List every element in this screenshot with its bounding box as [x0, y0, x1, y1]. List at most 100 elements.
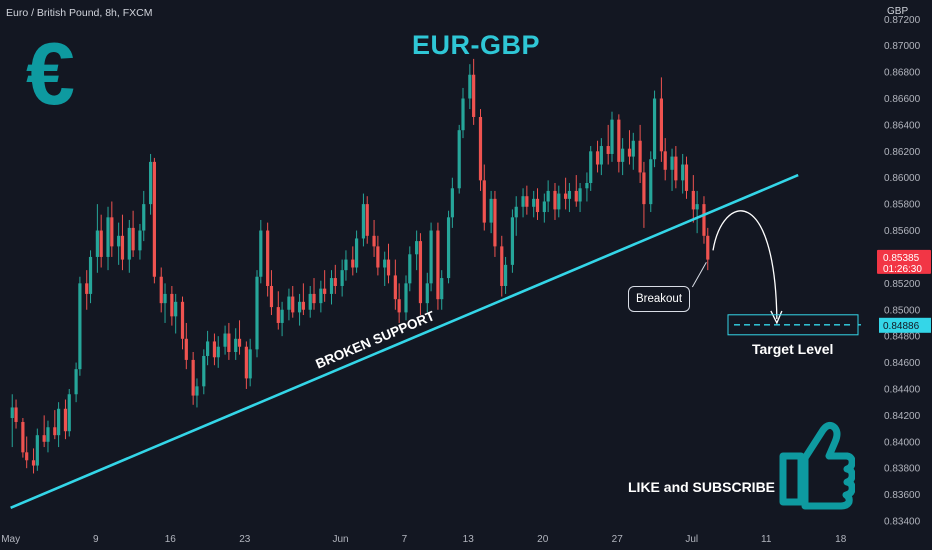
y-tick-label: 0.86600 — [884, 94, 921, 105]
candle-body — [436, 230, 440, 300]
candle-body — [429, 230, 433, 284]
candle-body — [138, 230, 142, 251]
candle — [127, 219, 131, 273]
candle-body — [127, 227, 131, 260]
candle-body — [631, 140, 635, 157]
candle — [510, 209, 515, 273]
candle — [152, 157, 156, 284]
candle-body — [365, 204, 369, 236]
candle — [323, 270, 327, 302]
candle — [440, 270, 444, 310]
candle-body — [482, 180, 486, 223]
candle-body — [468, 74, 472, 99]
candle — [223, 325, 227, 355]
candle-body — [404, 283, 408, 313]
candle-body — [53, 427, 57, 436]
candle — [702, 196, 706, 244]
candle — [287, 288, 291, 321]
y-tick-label: 0.83600 — [884, 490, 921, 501]
candle-body — [152, 161, 156, 277]
candle — [148, 153, 153, 215]
candle-body — [184, 338, 188, 360]
candle — [117, 222, 121, 265]
candle-body — [638, 140, 642, 173]
y-tick-label: 0.85000 — [884, 305, 921, 316]
x-tick-label: 20 — [537, 534, 549, 545]
candle — [202, 349, 206, 395]
candle — [131, 210, 135, 257]
candle-body — [159, 276, 163, 304]
candle — [553, 183, 557, 220]
x-tick-label: 7 — [402, 534, 408, 545]
candle-body — [259, 230, 263, 277]
candle — [142, 190, 146, 242]
candle-body — [351, 259, 355, 268]
candle — [10, 394, 14, 448]
candle — [408, 246, 412, 292]
candle — [684, 156, 689, 199]
candle — [478, 109, 483, 191]
candle — [500, 235, 504, 297]
candle-body — [319, 288, 323, 304]
candle — [163, 283, 167, 323]
candle-body — [589, 151, 593, 183]
thumbs-up-icon[interactable] — [775, 420, 855, 510]
candle-body — [461, 98, 465, 131]
candle — [106, 206, 110, 271]
candle-body — [110, 217, 114, 247]
candle-body — [63, 408, 68, 432]
candle — [78, 276, 82, 376]
candle-body — [227, 333, 231, 352]
last-price-value: 0.85385 — [883, 253, 920, 264]
candle — [95, 204, 99, 273]
candle-body — [244, 346, 248, 379]
candle — [642, 161, 646, 228]
candle-body — [489, 198, 493, 223]
candle-body — [148, 161, 153, 205]
candle-body — [361, 204, 366, 239]
candle-body — [564, 193, 568, 199]
candle-body — [212, 341, 217, 358]
candle-body — [610, 119, 614, 154]
candle — [638, 124, 642, 183]
candle — [393, 259, 397, 310]
candle-body — [95, 230, 99, 257]
candle-body — [557, 193, 561, 210]
candle — [42, 415, 46, 448]
x-tick-label: 16 — [165, 534, 177, 545]
candle — [595, 140, 600, 173]
cta-text: LIKE and SUBSCRIBE — [628, 479, 776, 495]
candle-body — [106, 217, 110, 257]
candle-body — [553, 190, 557, 210]
y-tick-label: 0.83400 — [884, 517, 921, 528]
y-tick-label: 0.85600 — [884, 226, 921, 237]
candles-layer — [10, 58, 710, 474]
candle — [663, 138, 667, 181]
candle — [383, 251, 387, 286]
candle-body — [205, 341, 210, 356]
candle-body — [234, 338, 238, 352]
price-axis-bg — [864, 0, 932, 550]
candle — [138, 223, 142, 260]
candle-body — [174, 301, 178, 317]
candle — [244, 341, 248, 389]
y-tick-label: 0.84600 — [884, 358, 921, 369]
candle-body — [216, 346, 220, 358]
x-tick-label: 27 — [612, 534, 624, 545]
candle-body — [14, 407, 18, 422]
candle — [585, 172, 589, 202]
candle-body — [202, 355, 206, 387]
y-tick-label: 0.86400 — [884, 120, 921, 131]
y-tick-label: 0.84800 — [884, 332, 921, 343]
candle-body — [525, 196, 529, 207]
candle-body — [99, 230, 103, 257]
y-tick-label: 0.84000 — [884, 437, 921, 448]
candle — [99, 214, 103, 268]
candle-body — [510, 217, 515, 265]
candle — [291, 285, 295, 318]
candle-body — [446, 217, 451, 279]
candle — [535, 188, 540, 220]
candle-body — [329, 278, 334, 294]
